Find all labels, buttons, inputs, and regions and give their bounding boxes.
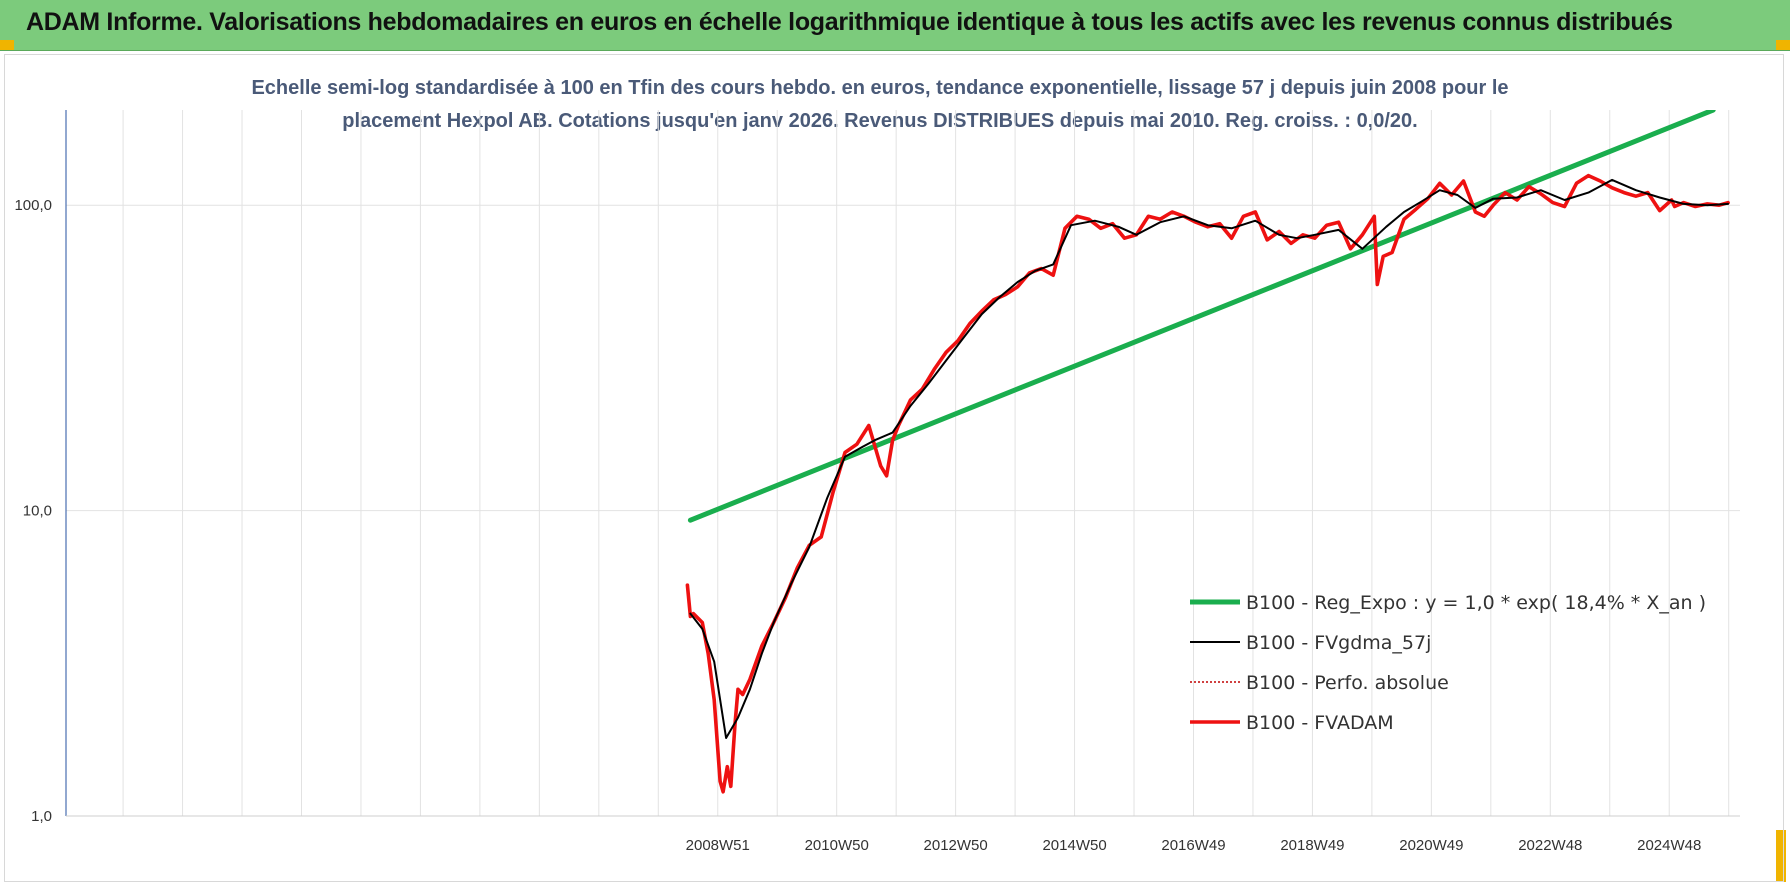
legend-label-fvadam: B100 - FVADAM [1246,712,1394,734]
banner-title: ADAM Informe. Valorisations hebdomadaire… [26,8,1673,36]
legend-label-reg: B100 - Reg_Expo : y = 1,0 * exp( 18,4% *… [1246,592,1706,614]
x-tick-label: 2016W49 [1161,837,1225,854]
corner-mark-right [1776,40,1790,50]
axis-layer: 1,0 10,0 100,0 2008W51 2010W50 2012W50 2014W50… [14,110,1740,854]
x-tick-label: 2018W49 [1280,837,1344,854]
chart-title-line-2: placement Hexpol AB. Cotations jusqu'en … [342,110,1418,132]
legend-label-fvgdma: B100 - FVgdma_57j [1246,632,1431,654]
x-tick-label: 2022W48 [1518,837,1582,854]
series-layer [685,110,1730,794]
corner-mark-left [0,40,14,50]
y-tick-label: 100,0 [14,197,52,214]
x-tick-label: 2008W51 [686,837,750,854]
y-tick-label: 1,0 [31,808,52,825]
x-tick-label: 2012W50 [924,837,988,854]
title-banner: ADAM Informe. Valorisations hebdomadaire… [0,0,1790,51]
corner-mark-bottom-right [1776,830,1786,882]
x-tick-label: 2020W49 [1399,837,1463,854]
x-tick-label: 2014W50 [1042,837,1106,854]
legend-label-abs: B100 - Perfo. absolue [1246,672,1449,694]
chart-frame [4,54,1784,882]
series-line-fvadam [685,173,1730,794]
chart-title-line-1: Echelle semi-log standardisée à 100 en T… [251,77,1509,99]
grid-layer [66,110,1740,817]
legend-layer: B100 - Reg_Expo : y = 1,0 * exp( 18,4% *… [1190,592,1706,734]
x-tick-label: 2024W48 [1637,837,1701,854]
y-tick-label: 10,0 [23,503,52,520]
series-line-fvgdma [689,178,1730,739]
x-tick-label: 2010W50 [805,837,869,854]
series-line-reg [687,110,1716,523]
